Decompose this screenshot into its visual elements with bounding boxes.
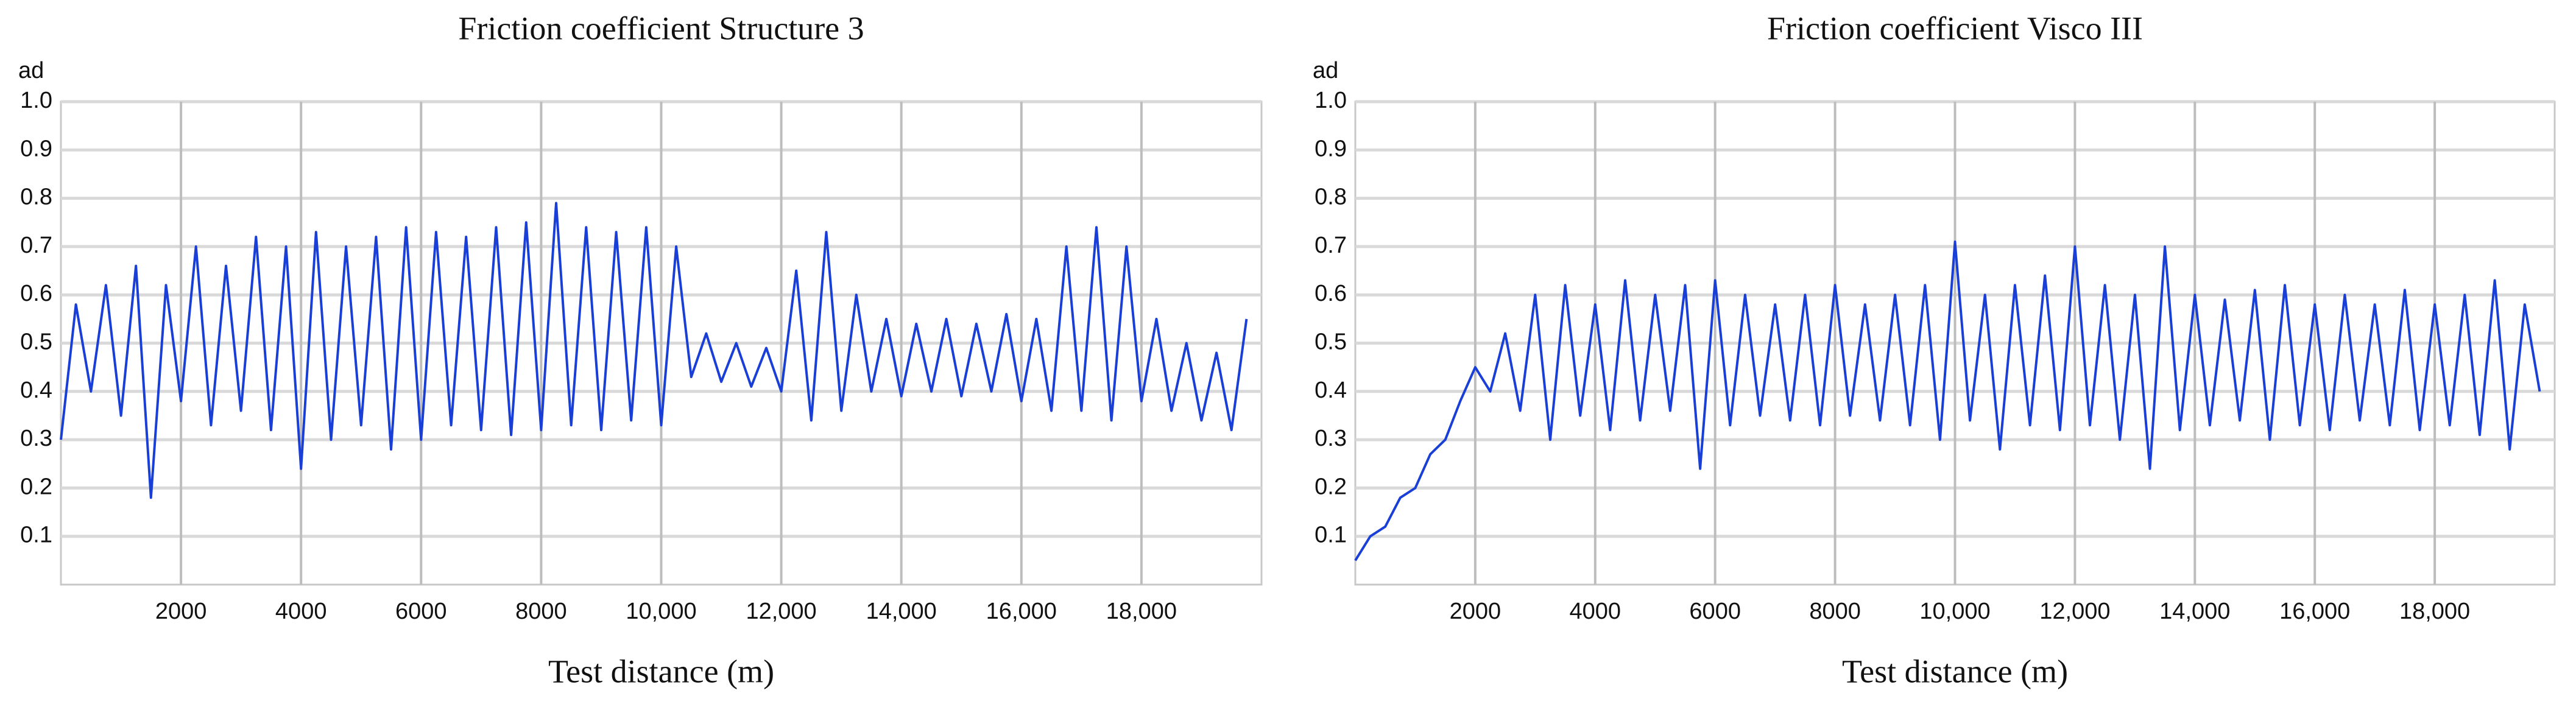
x-tick-label: 12,000 (2039, 599, 2110, 624)
y-tick-label: 0.2 (1314, 474, 1347, 499)
y-tick-label: 0.4 (1314, 378, 1347, 403)
x-tick-label: 14,000 (2159, 599, 2230, 624)
y-tick-label: 0.5 (1314, 329, 1347, 355)
x-tick-label: 10,000 (626, 599, 696, 624)
x-tick-label: 14,000 (866, 599, 937, 624)
x-tick-label: 10,000 (1919, 599, 1990, 624)
chart: Friction coefficient Structure 3 ad Test d… (18, 10, 1263, 689)
y-tick-label: 0.8 (20, 185, 52, 210)
x-tick-label: 18,000 (2399, 599, 2470, 624)
y-tick-label: 0.3 (1314, 426, 1347, 451)
x-tick-label: 18,000 (1106, 599, 1177, 624)
x-tick-label: 8000 (1809, 599, 1861, 624)
x-tick-label: 6000 (1689, 599, 1741, 624)
y-tick-label: 0.9 (20, 136, 52, 161)
line-series (60, 202, 1248, 499)
chart-title: Friction coefficient Structure 3 (458, 10, 864, 46)
chart-title: Friction coefficient Visco III (1767, 10, 2143, 46)
y-tick-label: 0.8 (1314, 185, 1347, 210)
y-axis-label: ad (1313, 58, 1338, 83)
y-tick-label: 1.0 (1314, 88, 1347, 113)
y-tick-label: 0.1 (20, 522, 52, 548)
x-tick-label: 16,000 (2279, 599, 2350, 624)
y-axis-label: ad (18, 58, 44, 83)
x-tick-label: 6000 (395, 599, 447, 624)
x-tick-label: 2000 (155, 599, 207, 624)
y-tick-label: 0.1 (1314, 522, 1347, 548)
y-tick-label: 0.6 (20, 281, 52, 306)
y-tick-label: 0.2 (20, 474, 52, 499)
y-tick-label: 0.4 (20, 378, 52, 403)
x-axis-label: Test distance (m) (548, 653, 774, 689)
y-tick-label: 0.6 (1314, 281, 1347, 306)
x-tick-label: 12,000 (746, 599, 816, 624)
y-tick-label: 0.9 (1314, 136, 1347, 161)
line-series (1354, 241, 2541, 561)
y-tick-label: 0.3 (20, 426, 52, 451)
x-tick-label: 16,000 (986, 599, 1057, 624)
x-tick-label: 2000 (1450, 599, 1501, 624)
y-tick-label: 0.5 (20, 329, 52, 355)
x-tick-label: 4000 (275, 599, 327, 624)
x-tick-label: 4000 (1570, 599, 1621, 624)
y-tick-label: 0.7 (1314, 233, 1347, 258)
x-axis-label: Test distance (m) (1842, 653, 2068, 689)
y-tick-label: 1.0 (20, 88, 52, 113)
x-tick-label: 8000 (515, 599, 567, 624)
y-tick-label: 0.7 (20, 233, 52, 258)
chart: Friction coefficient Visco III ad Test dis… (1313, 10, 2556, 689)
